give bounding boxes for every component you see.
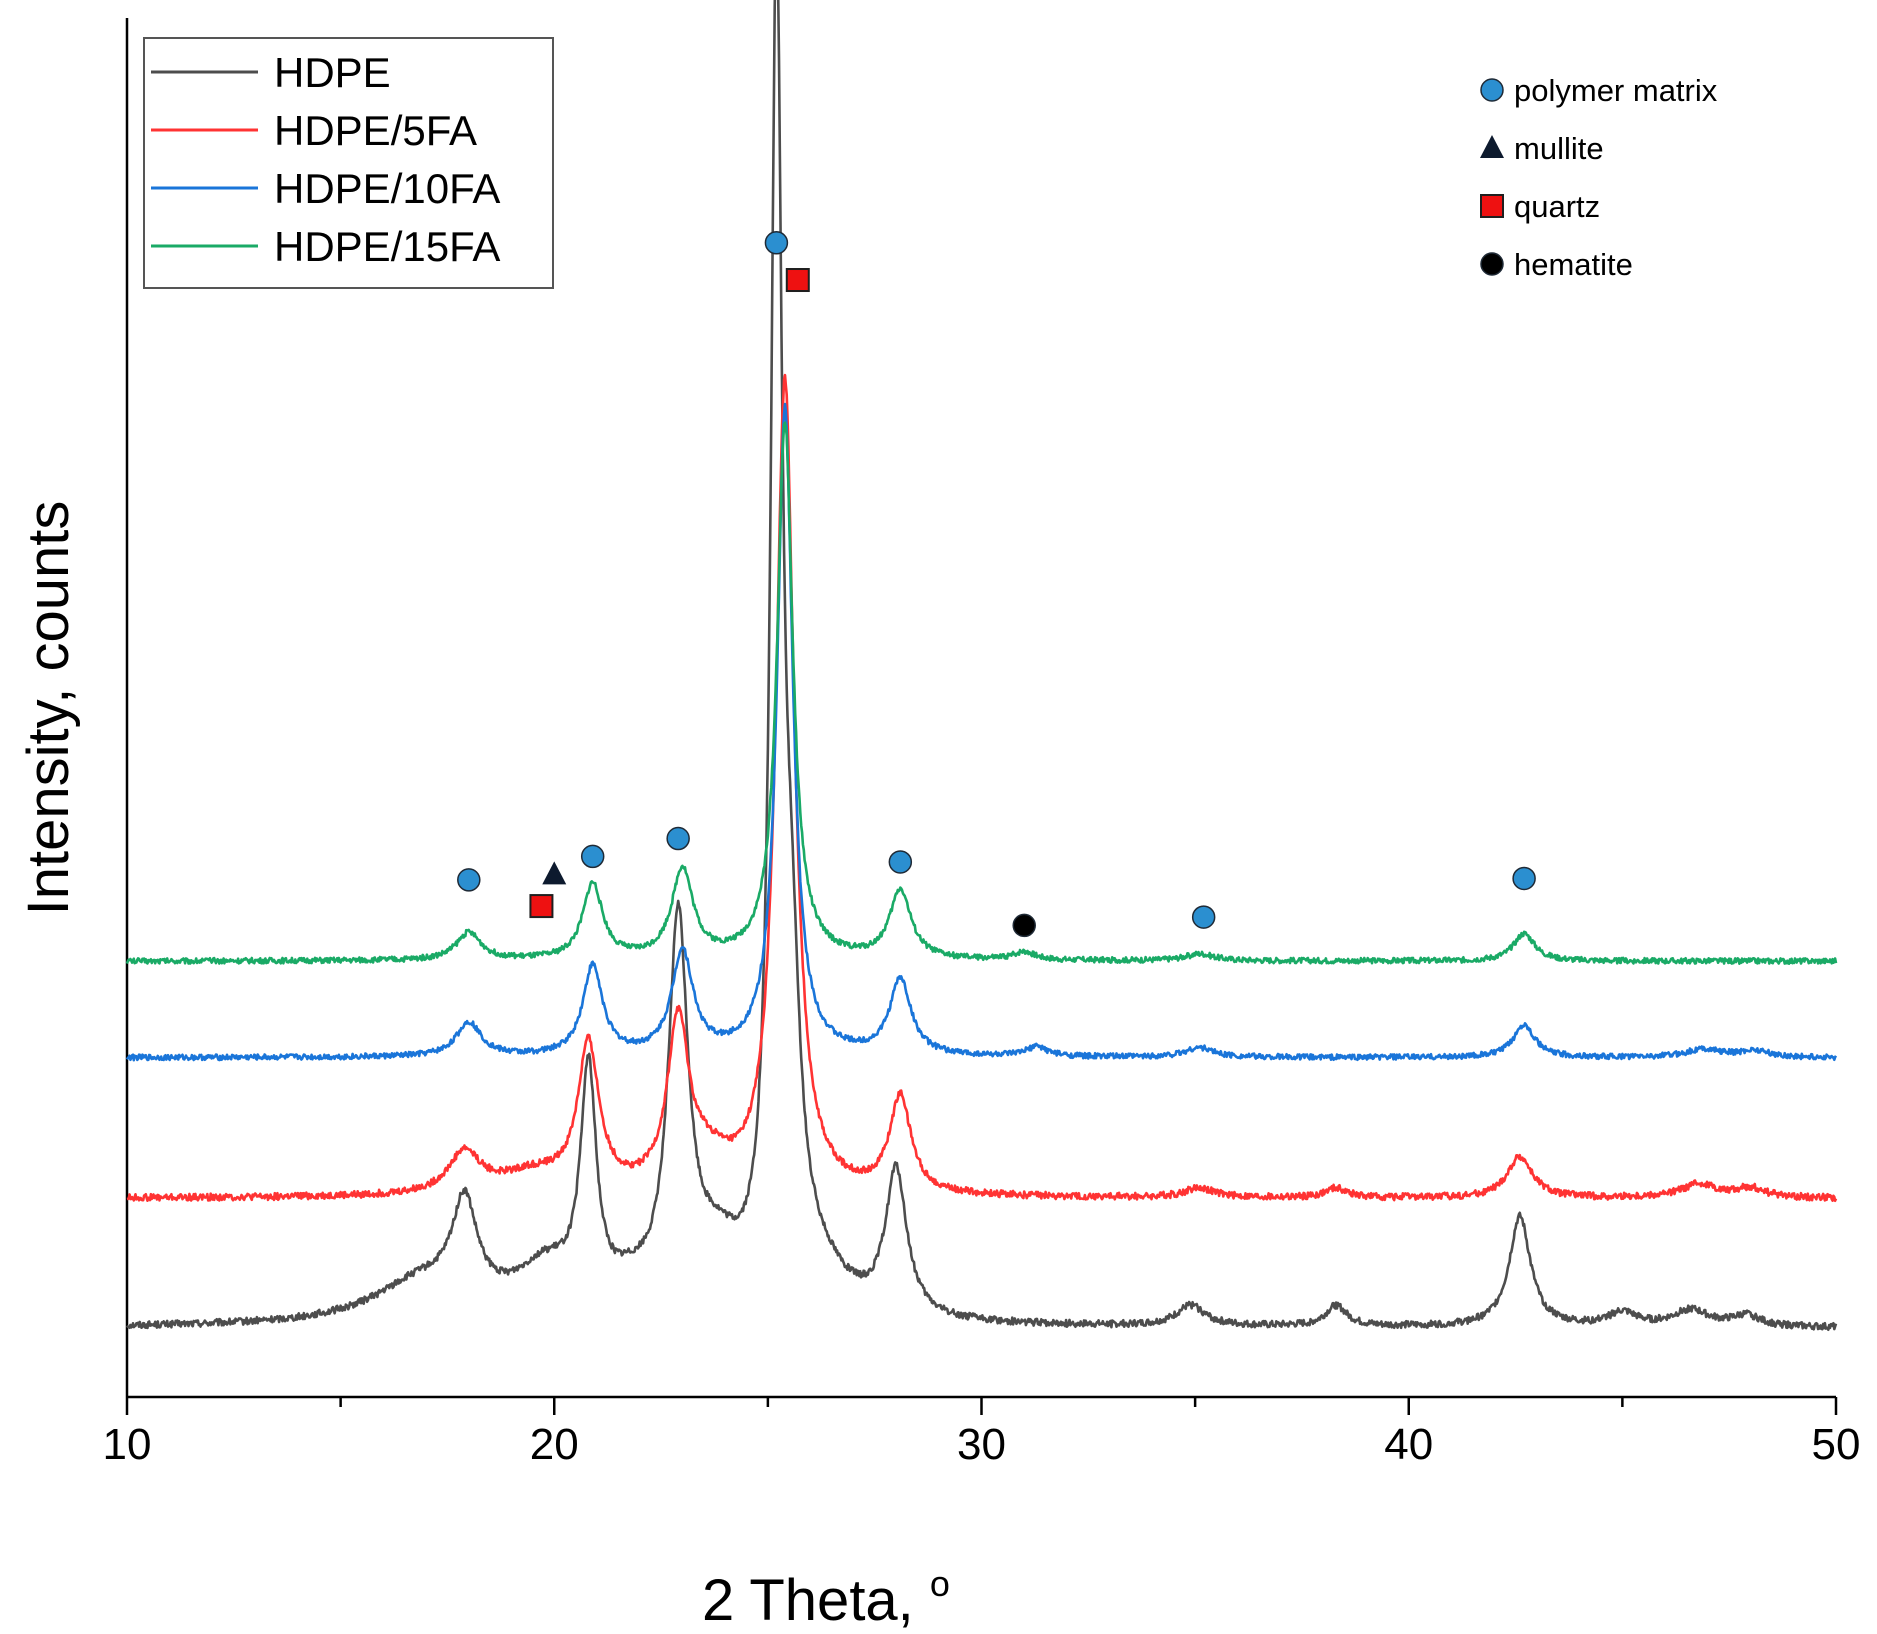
peak-marker-quartz-19-7	[529, 894, 554, 919]
phase-legend-label-mullite: mullite	[1514, 131, 1604, 166]
peak-marker-polymer-matrix-42-7	[1512, 866, 1536, 891]
peak-marker-polymer-matrix-22-9	[666, 826, 690, 851]
x-axis-title: 2 Theta, o	[702, 1563, 950, 1633]
y-axis-title: Intensity, counts	[16, 501, 81, 916]
series-line-hdpe	[125, 0, 1838, 1331]
phase-legend-marker-mullite	[1480, 135, 1504, 158]
x-tick-label-10: 10	[103, 1420, 152, 1469]
peak-marker-polymer-matrix-20-9	[580, 844, 605, 869]
series-legend: HDPE HDPE/5FA HDPE/10FA HDPE/15FA	[143, 37, 554, 289]
x-tick-label-20: 20	[530, 1420, 579, 1469]
peak-marker-polymer-matrix-35-2	[1191, 905, 1216, 929]
phase-legend-marker-quartz	[1480, 194, 1504, 218]
peak-marker-polymer-matrix-28-1	[888, 850, 913, 874]
series-line-hdpe-10fa	[125, 402, 1838, 1062]
x-tick-label-50: 50	[1812, 1420, 1861, 1469]
phase-legend-label-hematite: hematite	[1514, 247, 1633, 282]
peak-marker-layer	[457, 231, 1536, 938]
series-legend-entries: HDPE HDPE/5FA HDPE/10FA HDPE/15FA	[151, 49, 500, 270]
x-tick-label-40: 40	[1384, 1420, 1433, 1469]
phase-legend: polymer matrix mullite quartz hematite	[1480, 73, 1718, 282]
peak-marker-mullite-20	[542, 861, 567, 885]
series-layer	[125, 0, 1838, 1331]
legend-label-hdpe-10fa: HDPE/10FA	[274, 165, 500, 212]
phase-legend-label-polymer-matrix: polymer matrix	[1514, 73, 1718, 108]
peak-marker-quartz-25-7	[785, 268, 810, 293]
x-axis-title-text: 2 Theta,	[702, 1568, 930, 1633]
phase-legend-marker-hematite	[1480, 252, 1504, 276]
peak-marker-polymer-matrix-25-2	[764, 231, 789, 255]
legend-label-hdpe: HDPE	[274, 49, 391, 96]
legend-label-hdpe-5fa: HDPE/5FA	[274, 107, 477, 154]
peak-marker-hematite-31	[1012, 913, 1036, 938]
phase-legend-label-quartz: quartz	[1514, 189, 1600, 224]
series-line-hdpe-15fa	[125, 421, 1838, 965]
peak-marker-polymer-matrix-18	[457, 868, 481, 892]
phase-legend-marker-polymer-matrix	[1480, 78, 1504, 102]
x-tick-label-30: 30	[957, 1420, 1006, 1469]
x-ticks: 10 20 30 40 50	[103, 1397, 1861, 1469]
legend-label-hdpe-15fa: HDPE/15FA	[274, 223, 500, 270]
series-line-hdpe-5fa	[126, 373, 1838, 1203]
x-axis-title-degree: o	[930, 1563, 950, 1604]
